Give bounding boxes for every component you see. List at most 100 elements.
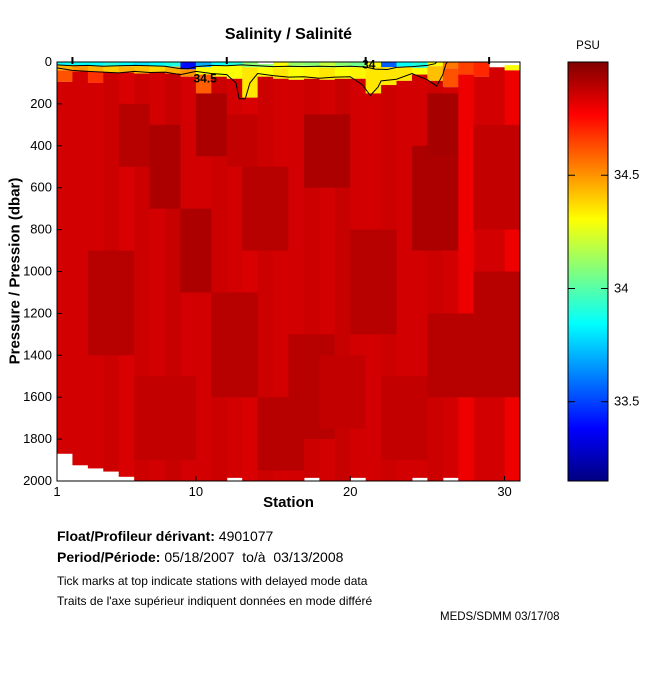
heatmap-cell (273, 62, 289, 69)
deep-patch (350, 229, 397, 335)
heatmap-cell (226, 65, 243, 79)
deep-patch (319, 355, 366, 429)
salinity-heatmap: 34.5 34 1 10 20 30 0 200 400 600 800 1000 1200 1400 16… (23, 54, 639, 499)
y-tick-label: 1000 (23, 264, 52, 279)
heatmap-cell (442, 68, 459, 88)
contour-label: 34 (362, 58, 376, 72)
heatmap-cell (118, 66, 135, 73)
float-id-label: Float/Profileur dérivant: (57, 528, 215, 544)
heatmap-cell (242, 62, 259, 68)
heatmap-cell (134, 65, 151, 74)
heatmap-cell (195, 67, 212, 75)
heatmap-cell (257, 64, 274, 68)
contour-line (56, 61, 438, 71)
y-tick-label: 1200 (23, 305, 52, 320)
heatmap-cell (134, 62, 151, 66)
deep-patch (473, 124, 520, 230)
heatmap-cell (319, 67, 336, 80)
deep-patch (226, 114, 258, 167)
y-tick-label: 400 (30, 138, 52, 153)
heatmap-cell (288, 67, 305, 80)
heatmap-cell (57, 65, 73, 71)
y-tick-label: 600 (30, 180, 52, 195)
heatmap-cell (72, 62, 89, 66)
deep-patch (149, 124, 181, 209)
contour-line (56, 61, 448, 100)
x-tick-label: 30 (497, 484, 511, 499)
heatmap-cell (103, 65, 120, 73)
period-value: 05/18/2007 to/à 03/13/2008 (160, 549, 344, 565)
heatmap-cell (411, 67, 428, 75)
heatmap-cell (57, 62, 73, 66)
heatmap-cell (427, 66, 444, 81)
colorbar-tick-label: 34 (614, 280, 628, 295)
x-axis-label: Station (263, 494, 314, 511)
heatmap-cell (165, 62, 181, 67)
heatmap-cell (87, 71, 104, 83)
heatmap-cell (211, 62, 228, 66)
y-tick-label: 0 (45, 54, 52, 69)
heatmap-cell (396, 62, 413, 67)
heatmap-cell (257, 67, 274, 77)
y-tick-label: 1800 (23, 431, 52, 446)
x-tick-label: 10 (189, 484, 203, 499)
heatmap-cell (473, 62, 490, 77)
heatmap-cell (195, 74, 212, 94)
heatmap-cell (381, 62, 398, 68)
heatmap-cell (319, 62, 336, 68)
heatmap-cell (226, 62, 243, 66)
heatmap-cell (118, 62, 135, 67)
y-tick-label: 200 (30, 96, 52, 111)
heatmap-cell (57, 81, 73, 454)
deep-patch (427, 93, 459, 157)
heatmap-cell (411, 62, 428, 68)
deep-patch (303, 114, 351, 188)
chart-title: Salinity / Salinité (224, 26, 353, 43)
heatmap-cell (72, 71, 89, 466)
float-id-line: Float/Profileur dérivant: 4901077 (57, 528, 273, 546)
heatmap-cell (288, 62, 305, 68)
heatmap-cell (365, 62, 382, 67)
heatmap-cell (103, 62, 120, 66)
heatmap-cell (350, 67, 367, 79)
y-tick-label: 1600 (23, 389, 52, 404)
deep-patch (427, 313, 474, 398)
heatmap-cell (149, 62, 166, 66)
heatmap-cell (87, 62, 104, 66)
heatmap-cell (458, 62, 475, 75)
heatmap-cell (273, 68, 289, 79)
period-line: Period/Période: 05/18/2007 to/à 03/13/20… (57, 549, 343, 567)
heatmap-cell (195, 62, 212, 68)
deep-patch (180, 208, 212, 293)
deep-patch (195, 93, 227, 157)
heatmap-cell (303, 67, 320, 79)
y-tick-label: 1400 (23, 347, 52, 362)
colorbar-tick-label: 33.5 (614, 394, 639, 409)
heatmap-cell (165, 66, 181, 74)
heatmap-cell (211, 65, 228, 77)
heatmap-cell (57, 70, 73, 82)
deep-patch (211, 292, 258, 398)
contour-label: 34.5 (193, 71, 217, 85)
note-french: Traits de l'axe supérieur indiquent donn… (57, 594, 373, 608)
note-english: Tick marks at top indicate stations with… (57, 574, 368, 588)
deep-patch (87, 250, 135, 356)
heatmap-cell (350, 62, 367, 68)
credit-stamp: MEDS/SDMM 03/17/08 (440, 611, 560, 623)
heatmap-cell (334, 62, 351, 68)
heatmap-cell (365, 66, 382, 94)
deep-patch (242, 166, 289, 251)
heatmap-cell (87, 65, 104, 72)
heatmap-cell (180, 62, 197, 70)
heatmap-cell (442, 62, 459, 69)
colorbar-tick-label: 34.5 (614, 167, 639, 182)
heatmap-cell (149, 65, 166, 73)
heatmap-cell (334, 67, 351, 79)
colorbar (567, 61, 609, 482)
heatmap-cell (504, 65, 521, 71)
heatmap-cell (303, 62, 320, 68)
deep-patch (118, 103, 150, 167)
deep-patch (134, 376, 196, 461)
colorbar-units-label: PSU (576, 40, 600, 52)
